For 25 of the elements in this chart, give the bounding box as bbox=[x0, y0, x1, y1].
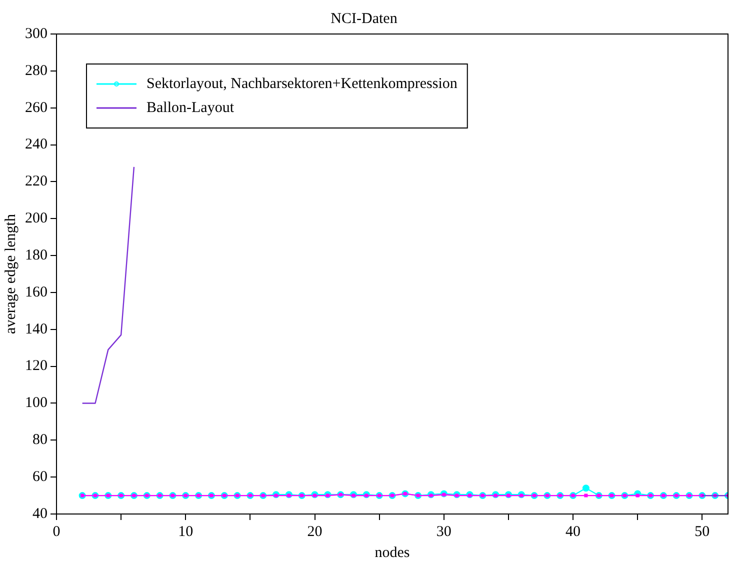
x-tick-label: 10 bbox=[178, 524, 194, 540]
y-tick-label: 280 bbox=[25, 62, 48, 79]
y-tick-label: 180 bbox=[25, 247, 48, 264]
x-tick-label: 50 bbox=[694, 524, 710, 540]
x-tick-label: 0 bbox=[52, 524, 60, 540]
y-tick-label: 60 bbox=[32, 469, 48, 486]
y-tick-label: 200 bbox=[25, 210, 48, 227]
y-tick-label: 40 bbox=[32, 506, 48, 522]
y-tick-label: 260 bbox=[25, 100, 48, 116]
y-tick-label: 160 bbox=[25, 284, 48, 300]
y-tick-label: 300 bbox=[25, 26, 48, 42]
legend-label: Sektorlayout, Nachbarsektoren+Kettenkompression bbox=[146, 76, 458, 92]
y-tick-label: 120 bbox=[25, 358, 48, 374]
x-tick-label: 20 bbox=[307, 524, 322, 540]
x-tick-label: 30 bbox=[436, 524, 452, 540]
legend-label: Ballon-Layout bbox=[146, 100, 235, 116]
chart-title: NCI-Daten bbox=[330, 10, 398, 27]
x-axis-title: nodes bbox=[374, 544, 410, 561]
y-axis-title: average edge length bbox=[2, 214, 19, 334]
x-tick-label: 40 bbox=[566, 524, 581, 540]
y-tick-label: 240 bbox=[25, 136, 48, 153]
y-tick-label: 140 bbox=[25, 321, 48, 338]
y-tick-label: 80 bbox=[32, 432, 48, 448]
y-tick-label: 220 bbox=[25, 174, 48, 190]
y-tick-label: 100 bbox=[25, 395, 48, 412]
